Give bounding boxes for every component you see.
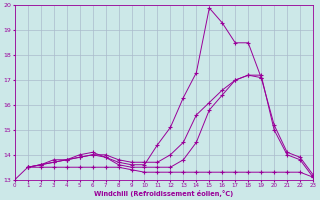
X-axis label: Windchill (Refroidissement éolien,°C): Windchill (Refroidissement éolien,°C) xyxy=(94,190,234,197)
